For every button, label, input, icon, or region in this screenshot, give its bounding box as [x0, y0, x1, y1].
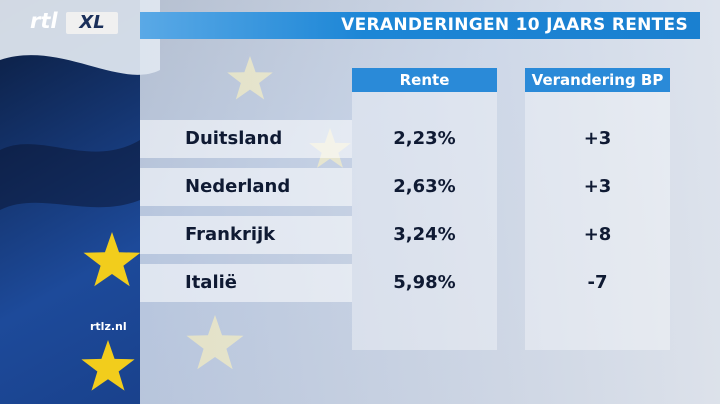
cell: -7 — [587, 272, 608, 293]
row-label: Frankrijk — [185, 224, 276, 245]
column-header: Verandering BP — [525, 68, 670, 92]
cell: +8 — [583, 224, 612, 245]
row-label: Nederland — [185, 176, 291, 197]
cell: +3 — [583, 176, 612, 197]
logo-badge: XL — [66, 12, 118, 34]
row-band — [140, 168, 352, 206]
logo: rtl — [30, 9, 58, 33]
column-stripe — [352, 68, 497, 350]
cell: +3 — [583, 128, 612, 149]
cell: 2,63% — [393, 176, 456, 197]
row-label: Italië — [185, 272, 237, 293]
title: VERANDERINGEN 10 JAARS RENTES — [341, 15, 688, 35]
website: rtlz.nl — [90, 320, 127, 333]
cell: 3,24% — [393, 224, 456, 245]
row-label: Duitsland — [185, 128, 283, 149]
column-header: Rente — [352, 68, 497, 92]
cell: 2,23% — [393, 128, 456, 149]
row-band — [140, 120, 352, 158]
row-band — [140, 264, 352, 302]
title-bar — [140, 12, 700, 39]
row-band — [140, 216, 352, 254]
cell: 5,98% — [393, 272, 456, 293]
column-stripe — [525, 68, 670, 350]
